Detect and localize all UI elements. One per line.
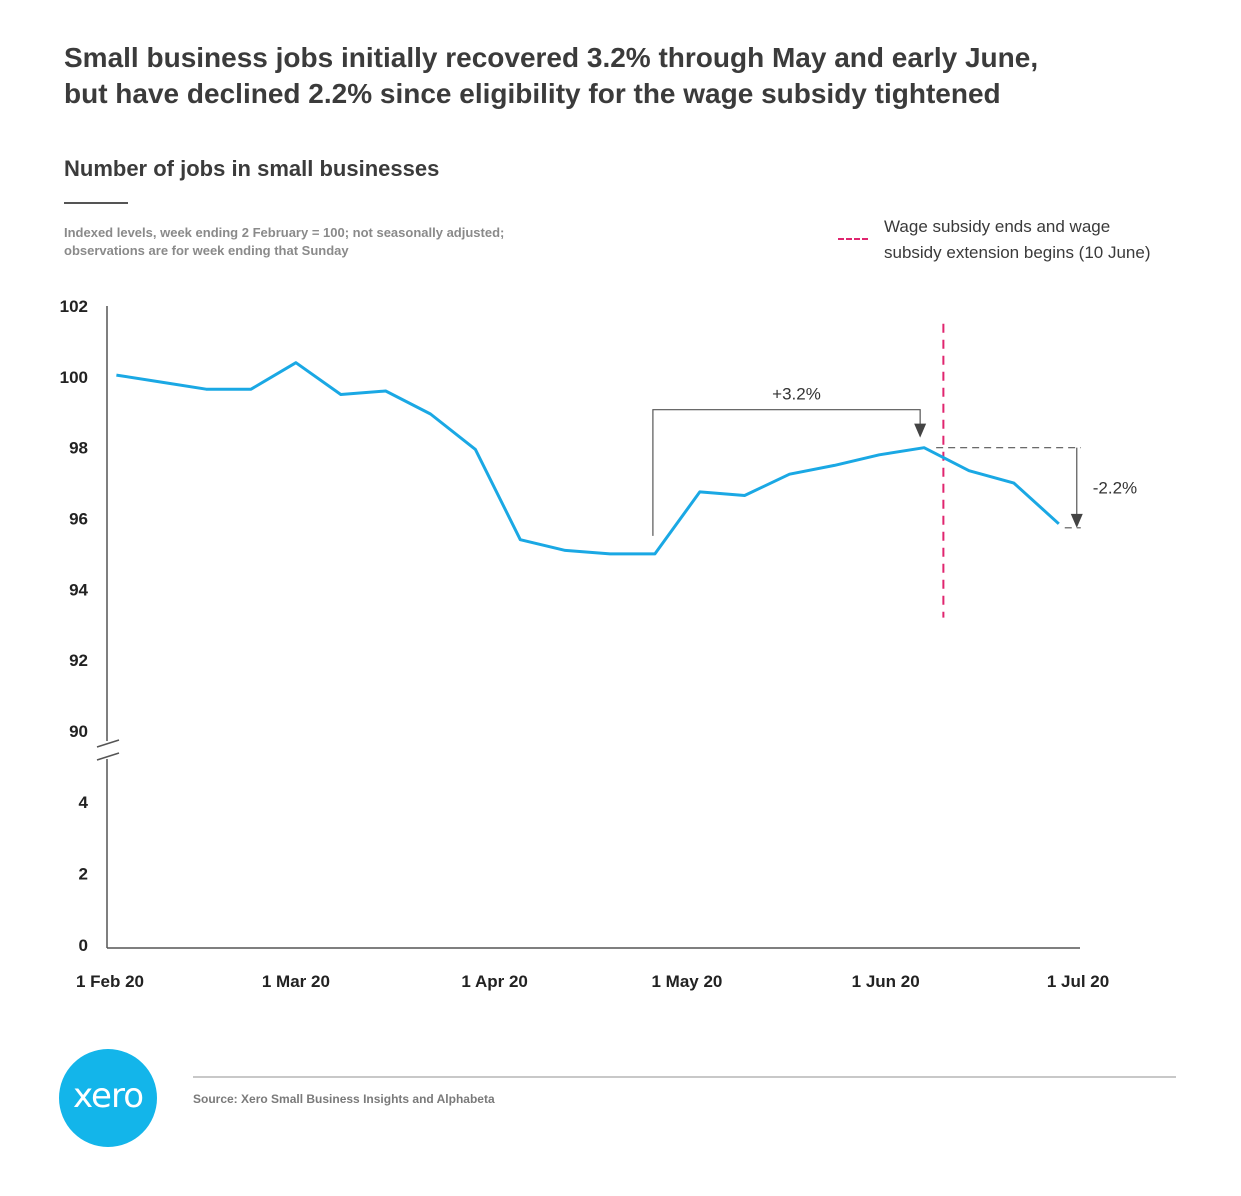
axis-break-mark-top xyxy=(96,739,120,748)
change-annotations: +3.2% -2.2% xyxy=(652,385,1137,536)
increase-arrowhead xyxy=(914,423,927,438)
chart-subtitle: Number of jobs in small businesses xyxy=(64,156,440,181)
y-tick-labels: 90 92 94 96 98 102 100 0 2 4 xyxy=(60,297,89,955)
y-tick-label: 2 xyxy=(79,865,88,884)
legend-dashed-swatch xyxy=(838,238,868,240)
y-tick-label: 98 xyxy=(69,439,88,458)
x-tick-label: 1 Mar 20 xyxy=(262,972,330,991)
axis-break-mark-bottom xyxy=(96,752,120,761)
xero-logo-text: xero xyxy=(72,1076,144,1116)
chart-title: Small business jobs initially recovered … xyxy=(64,40,1164,112)
line-chart: 90 92 94 96 98 102 100 0 2 4 1 Feb 20 1 Mar 20 1 Ap… xyxy=(60,297,1138,991)
y-tick-label: 0 xyxy=(79,936,88,955)
x-tick-label: 1 Feb 20 xyxy=(76,972,144,991)
x-tick-label: 1 Jul 20 xyxy=(1047,972,1109,991)
source-note: Source: Xero Small Business Insights and… xyxy=(193,1092,495,1106)
subtitle-rule xyxy=(64,202,128,204)
y-tick-label: 100 xyxy=(60,368,88,387)
xero-logo: xero xyxy=(59,1049,157,1147)
jobs-index-line xyxy=(116,361,1060,556)
y-tick-label: 4 xyxy=(79,793,89,812)
y-tick-label: 92 xyxy=(69,651,88,670)
chart-note-line-1: Indexed levels, week ending 2 February =… xyxy=(64,225,505,240)
decline-label: -2.2% xyxy=(1093,479,1137,498)
y-tick-label: 90 xyxy=(69,722,88,741)
x-tick-label: 1 Jun 20 xyxy=(852,972,920,991)
legend-label-line-2: subsidy extension begins (10 June) xyxy=(884,243,1151,262)
y-tick-label: 94 xyxy=(69,580,88,599)
chart-note-line-2: observations are for week ending that Su… xyxy=(64,243,349,258)
footer-rule xyxy=(193,1076,1176,1078)
y-tick-label: 102 xyxy=(60,297,88,316)
chart-title-line-1: Small business jobs initially recovered … xyxy=(64,42,1039,73)
chart-note: Indexed levels, week ending 2 February =… xyxy=(64,224,584,260)
legend-label-line-1: Wage subsidy ends and wage xyxy=(884,217,1111,236)
y-tick-label: 96 xyxy=(69,510,88,529)
x-tick-labels: 1 Feb 20 1 Mar 20 1 Apr 20 1 May 20 1 Jun 20… xyxy=(76,972,1109,991)
decline-arrowhead xyxy=(1070,513,1083,528)
increase-label: +3.2% xyxy=(772,385,821,404)
increase-bracket xyxy=(652,409,921,536)
x-tick-label: 1 Apr 20 xyxy=(461,972,527,991)
x-tick-label: 1 May 20 xyxy=(652,972,723,991)
legend-label: Wage subsidy ends and wage subsidy exten… xyxy=(884,214,1224,266)
chart-title-line-2: but have declined 2.2% since eligibility… xyxy=(64,78,1001,109)
